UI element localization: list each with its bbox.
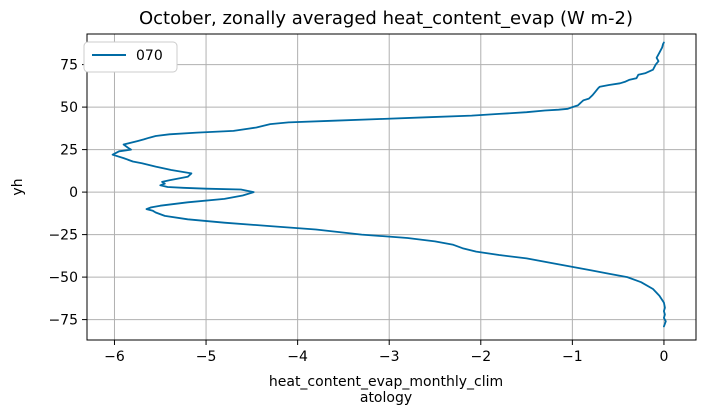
x-axis-ticks: −6 −5 −4 −3 −2 −1 0 [104, 340, 668, 365]
data-layer [111, 41, 667, 328]
x-tick-label: 0 [659, 349, 668, 365]
x-tick-label: −4 [287, 349, 308, 365]
y-axis-label: yh [10, 178, 26, 195]
grid-layer [87, 34, 696, 340]
x-axis-label-line2: atology [360, 390, 412, 406]
series-line-070 [111, 41, 667, 328]
legend: 070 [83, 41, 178, 73]
y-tick-label: −75 [48, 313, 78, 329]
x-tick-label: −3 [379, 349, 400, 365]
y-tick-label: 25 [60, 143, 78, 159]
y-tick-label: 0 [69, 185, 78, 201]
y-tick-label: 75 [60, 58, 78, 74]
y-tick-label: 50 [60, 100, 78, 116]
x-tick-label: −2 [470, 349, 491, 365]
x-axis-label-line1: heat_content_evap_monthly_clim [269, 374, 503, 390]
chart-title: October, zonally averaged heat_content_e… [139, 8, 633, 29]
y-axis-ticks: 75 50 25 0 −25 −50 −75 [48, 58, 87, 329]
plot-frame [86, 33, 697, 341]
y-tick-label: −25 [48, 228, 78, 244]
legend-label: 070 [136, 48, 163, 64]
x-tick-label: −5 [196, 349, 217, 365]
x-tick-label: −6 [104, 349, 125, 365]
y-tick-label: −50 [48, 270, 78, 286]
legend-box [83, 41, 178, 73]
x-tick-label: −1 [562, 349, 583, 365]
